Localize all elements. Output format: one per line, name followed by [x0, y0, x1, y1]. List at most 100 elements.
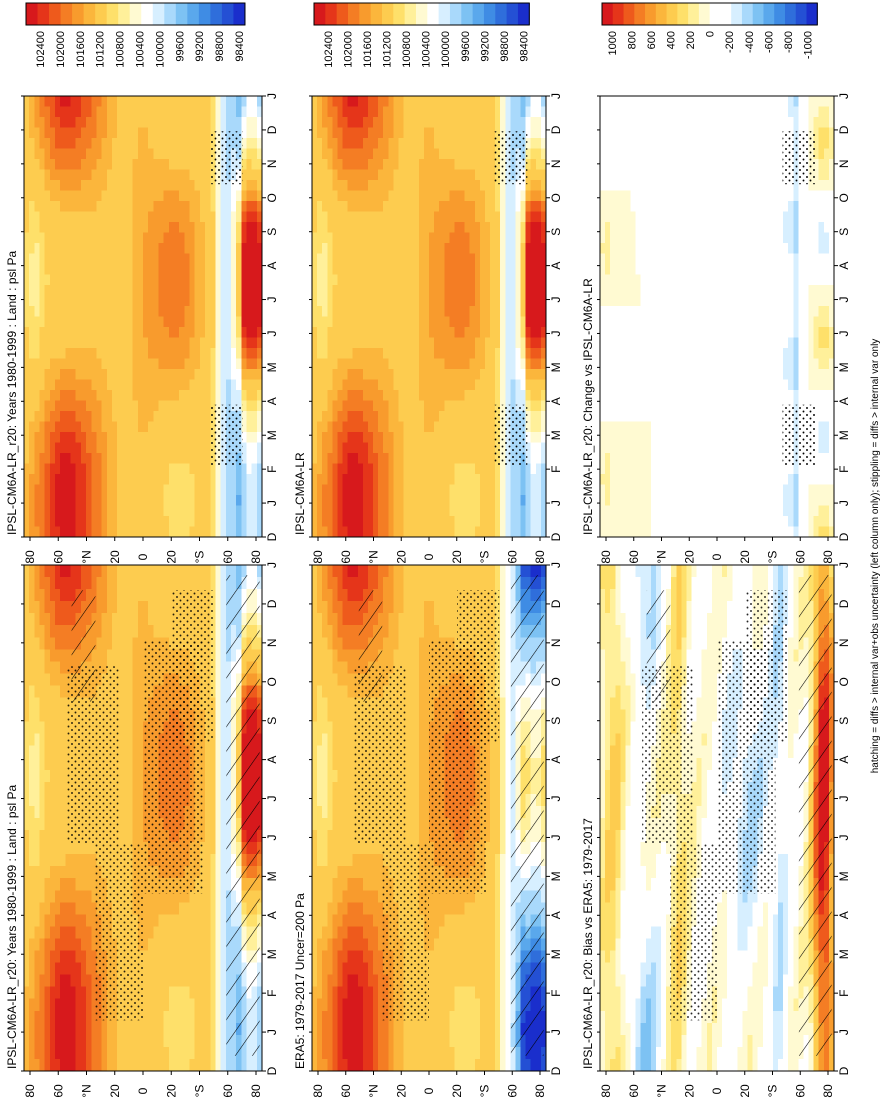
heatmap-cell — [55, 805, 61, 819]
heatmap-cell — [215, 974, 222, 988]
heatmap-cell — [34, 697, 41, 711]
heatmap-cell — [163, 222, 170, 234]
heatmap-cell — [117, 745, 123, 759]
heatmap-cell — [342, 986, 349, 1000]
heatmap-cell — [220, 986, 227, 1000]
heatmap-cell — [24, 926, 30, 940]
heatmap-cell — [174, 442, 180, 454]
heatmap-cell — [168, 211, 175, 223]
heatmap-cell — [184, 253, 191, 265]
heatmap-cell — [205, 222, 211, 234]
heatmap-cell — [347, 769, 354, 783]
heatmap-cell — [153, 358, 160, 370]
heatmap-cell — [393, 1022, 400, 1036]
heatmap-cell — [158, 625, 165, 638]
heatmap-cell — [137, 637, 144, 650]
heatmap-cell — [199, 390, 206, 402]
heatmap-cell — [352, 565, 359, 578]
heatmap-cell — [256, 106, 263, 118]
heatmap-cell — [34, 201, 41, 213]
heatmap-cell — [70, 421, 77, 433]
heatmap-cell — [158, 411, 165, 423]
heatmap-cell — [347, 589, 354, 602]
heatmap-cell — [337, 842, 344, 855]
heatmap-cell — [246, 253, 253, 265]
heatmap-cell — [137, 316, 144, 328]
heatmap-cell — [199, 463, 206, 475]
heatmap-cell — [34, 1046, 41, 1060]
heatmap-cell — [215, 358, 222, 370]
heatmap-cell — [117, 169, 123, 181]
heatmap-cell — [143, 1046, 149, 1060]
heatmap-cell — [189, 453, 196, 465]
heatmap-cell — [251, 201, 258, 213]
x-tick-label: D — [265, 532, 279, 541]
heatmap-cell — [86, 264, 92, 276]
heatmap-cell — [225, 264, 232, 276]
heatmap-cell — [39, 866, 46, 879]
heatmap-cell — [148, 625, 154, 638]
heatmap-cell — [168, 926, 175, 940]
heatmap-cell — [101, 232, 108, 244]
heatmap-cell — [86, 962, 92, 976]
heatmap-cell — [117, 697, 123, 711]
heatmap-cell — [34, 306, 41, 318]
heatmap-cell — [148, 369, 154, 381]
heatmap-cell — [189, 463, 196, 475]
heatmap-cell — [106, 484, 113, 496]
heatmap-cell — [44, 890, 51, 903]
heatmap-cell — [251, 432, 258, 444]
heatmap-cell — [153, 986, 160, 1000]
heatmap-cell — [60, 757, 66, 771]
heatmap-cell — [44, 781, 51, 795]
heatmap-cell — [96, 117, 103, 129]
heatmap-cell — [230, 1058, 237, 1072]
heatmap-cell — [24, 169, 30, 181]
heatmap-cell — [317, 613, 323, 626]
heatmap-cell — [312, 601, 318, 614]
heatmap-cell — [75, 1022, 82, 1036]
heatmap-cell — [111, 316, 118, 328]
heatmap-cell — [127, 781, 134, 795]
heatmap-cell — [96, 190, 103, 202]
heatmap-cell — [106, 516, 113, 528]
heatmap-cell — [24, 285, 30, 297]
heatmap-cell — [65, 926, 72, 940]
heatmap-cell — [418, 673, 425, 687]
heatmap-cell — [106, 495, 113, 507]
heatmap-cell — [106, 463, 113, 475]
heatmap-cell — [60, 484, 66, 496]
heatmap-cell — [39, 842, 46, 855]
heatmap-cell — [153, 1046, 160, 1060]
heatmap-cell — [44, 974, 51, 988]
heatmap-cell — [75, 337, 82, 349]
heatmap-cell — [312, 697, 318, 711]
heatmap-cell — [39, 974, 46, 988]
heatmap-cell — [143, 914, 149, 928]
heatmap-cell — [132, 613, 139, 626]
heatmap-cell — [215, 222, 222, 234]
heatmap-cell — [225, 306, 232, 318]
heatmap-cell — [143, 180, 149, 192]
heatmap-cell — [205, 295, 211, 307]
heatmap-cell — [96, 1034, 103, 1048]
heatmap-cell — [205, 577, 211, 590]
heatmap-cell — [403, 757, 410, 771]
heatmap-cell — [194, 986, 201, 1000]
colorbar-tick-label: 99600 — [174, 31, 186, 62]
heatmap-cell — [174, 495, 180, 507]
heatmap-cell — [96, 106, 103, 118]
heatmap-cell — [418, 661, 425, 675]
heatmap-cell — [44, 516, 51, 528]
heatmap-cell — [241, 180, 248, 192]
heatmap-cell — [70, 180, 77, 192]
heatmap-cell — [337, 914, 344, 928]
heatmap-cell — [352, 589, 359, 602]
heatmap-cell — [199, 495, 206, 507]
heatmap-cell — [106, 613, 113, 626]
heatmap-cell — [137, 169, 144, 181]
heatmap-cell — [158, 962, 165, 976]
heatmap-cell — [117, 243, 123, 255]
heatmap-cell — [189, 484, 196, 496]
heatmap-cell — [132, 516, 139, 528]
